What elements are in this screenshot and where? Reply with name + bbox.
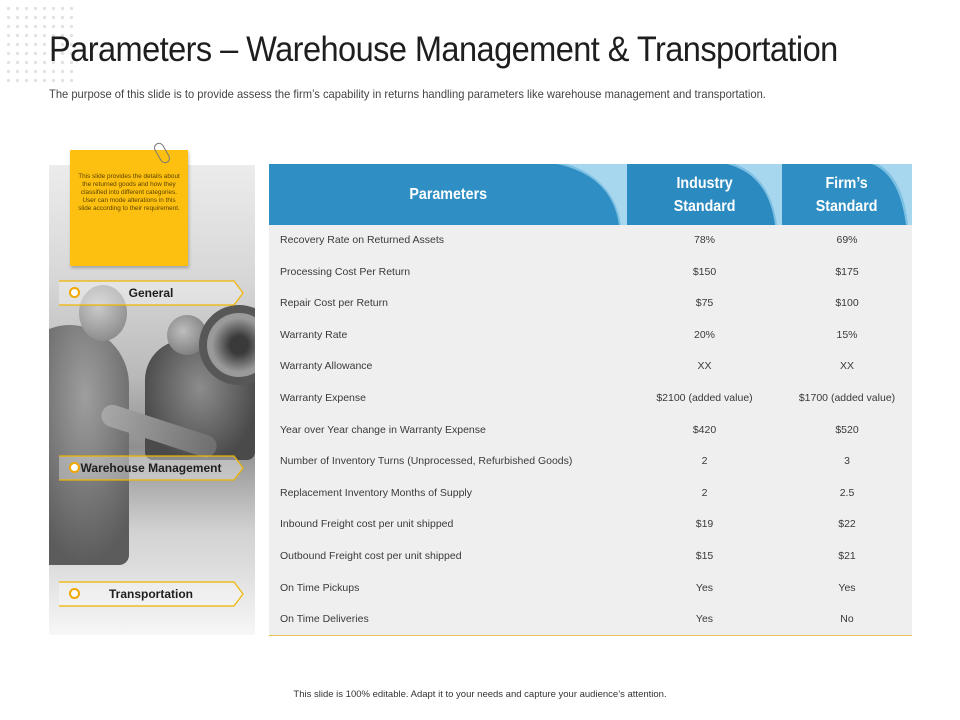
- industry-standard-cell: $2100 (added value): [656, 391, 753, 404]
- circle-bullet-icon: [69, 287, 80, 298]
- firms-standard-cell: Yes: [838, 581, 856, 594]
- industry-standard-cell: Yes: [695, 613, 714, 626]
- table-row: Warranty Expense $2100 (added value) $17…: [269, 383, 912, 415]
- header-cell-industry-standard: Industry Standard: [627, 164, 782, 225]
- industry-standard-cell: 2: [701, 486, 708, 499]
- firms-standard-cell: $520: [835, 423, 859, 436]
- parameter-cell: Inbound Freight cost per unit shipped: [280, 518, 454, 531]
- industry-standard-cell: XX: [697, 360, 712, 373]
- parameter-cell: Replacement Inventory Months of Supply: [280, 486, 473, 499]
- industry-standard-cell: $150: [692, 265, 717, 278]
- firms-standard-cell: 15%: [836, 328, 858, 341]
- firms-standard-cell: $1700 (added value): [798, 391, 896, 404]
- tag-outline: [59, 280, 244, 306]
- firms-standard-cell: XX: [839, 360, 854, 373]
- header-curve-decoration: [727, 164, 782, 225]
- table-row: Processing Cost Per Return $150 $175: [269, 257, 912, 289]
- table-row: Recovery Rate on Returned Assets 78% 69%: [269, 225, 912, 257]
- category-tag-general: General: [58, 280, 244, 306]
- table-header: Parameters Industry Standard Firm’s Standa…: [269, 164, 912, 225]
- firms-standard-cell: $175: [835, 265, 859, 278]
- table-row: On Time Pickups Yes Yes: [269, 573, 912, 605]
- header-curve-decoration: [872, 164, 912, 225]
- parameter-cell: Recovery Rate on Returned Assets: [280, 234, 445, 246]
- header-cell-firms-standard: Firm’s Standard: [782, 164, 912, 225]
- industry-standard-cell: $75: [695, 297, 714, 310]
- footer-note: This slide is 100% editable. Adapt it to…: [293, 689, 667, 700]
- parameter-cell: On Time Deliveries: [280, 613, 369, 626]
- sticky-note-text: This slide provides the details about th…: [78, 173, 180, 213]
- category-label: General: [128, 286, 174, 300]
- table-body: Recovery Rate on Returned Assets 78% 69%…: [269, 225, 912, 636]
- decorative-dot-grid: [4, 4, 76, 84]
- parameter-cell: Warranty Allowance: [280, 360, 373, 373]
- table-row: Inbound Freight cost per unit shipped $1…: [269, 509, 912, 541]
- firms-standard-cell: 2.5: [839, 486, 855, 499]
- firms-standard-cell: 3: [844, 455, 850, 468]
- parameter-cell: Warranty Expense: [280, 391, 366, 404]
- circle-bullet-icon: [69, 588, 80, 599]
- tag-outline: [59, 455, 244, 481]
- table-row: Number of Inventory Turns (Unprocessed, …: [269, 446, 912, 478]
- firms-standard-cell: No: [840, 613, 854, 626]
- slide-subtitle: The purpose of this slide is to provide …: [49, 87, 766, 101]
- table-row: On Time Deliveries Yes No: [269, 604, 912, 636]
- table-row: Warranty Allowance XX XX: [269, 351, 912, 383]
- firms-standard-cell: $21: [838, 549, 856, 562]
- table-row: Repair Cost per Return $75 $100: [269, 288, 912, 320]
- category-label: Transportation: [108, 587, 193, 601]
- parameter-cell: Year over Year change in Warranty Expens…: [280, 423, 486, 436]
- firms-standard-cell: $100: [835, 297, 859, 310]
- industry-standard-cell: 2: [701, 455, 708, 468]
- category-label: Warehouse Management: [80, 461, 222, 475]
- sticky-note: This slide provides the details about th…: [70, 150, 188, 266]
- header-cell-parameters: Parameters: [269, 164, 627, 225]
- table-row: Warranty Rate 20% 15%: [269, 320, 912, 352]
- category-tag-warehouse-management: Warehouse Management: [58, 455, 244, 481]
- industry-standard-cell: Yes: [695, 581, 714, 594]
- parameter-cell: Number of Inventory Turns (Unprocessed, …: [280, 455, 573, 468]
- parameter-cell: Processing Cost Per Return: [280, 265, 411, 278]
- tag-outline: [59, 581, 244, 607]
- table-row: Outbound Freight cost per unit shipped $…: [269, 541, 912, 573]
- parameter-cell: Warranty Rate: [280, 328, 348, 341]
- table-row: Year over Year change in Warranty Expens…: [269, 415, 912, 447]
- slide-title: Parameters – Warehouse Management & Tran…: [49, 30, 838, 69]
- category-tag-transportation: Transportation: [58, 581, 244, 607]
- firms-standard-cell: $22: [838, 518, 856, 531]
- table-row: Replacement Inventory Months of Supply 2…: [269, 478, 912, 510]
- parameters-table: Parameters Industry Standard Firm’s Standa…: [269, 164, 912, 636]
- parameter-cell: On Time Pickups: [280, 581, 360, 594]
- header-curve-decoration: [557, 164, 627, 225]
- industry-standard-cell: $15: [695, 549, 714, 562]
- industry-standard-cell: 78%: [693, 234, 715, 246]
- parameter-cell: Repair Cost per Return: [280, 297, 388, 310]
- industry-standard-cell: $19: [695, 518, 714, 531]
- industry-standard-cell: $420: [692, 423, 717, 436]
- circle-bullet-icon: [69, 462, 80, 473]
- parameter-cell: Outbound Freight cost per unit shipped: [280, 549, 462, 562]
- firms-standard-cell: 69%: [836, 234, 858, 246]
- industry-standard-cell: 20%: [693, 328, 715, 341]
